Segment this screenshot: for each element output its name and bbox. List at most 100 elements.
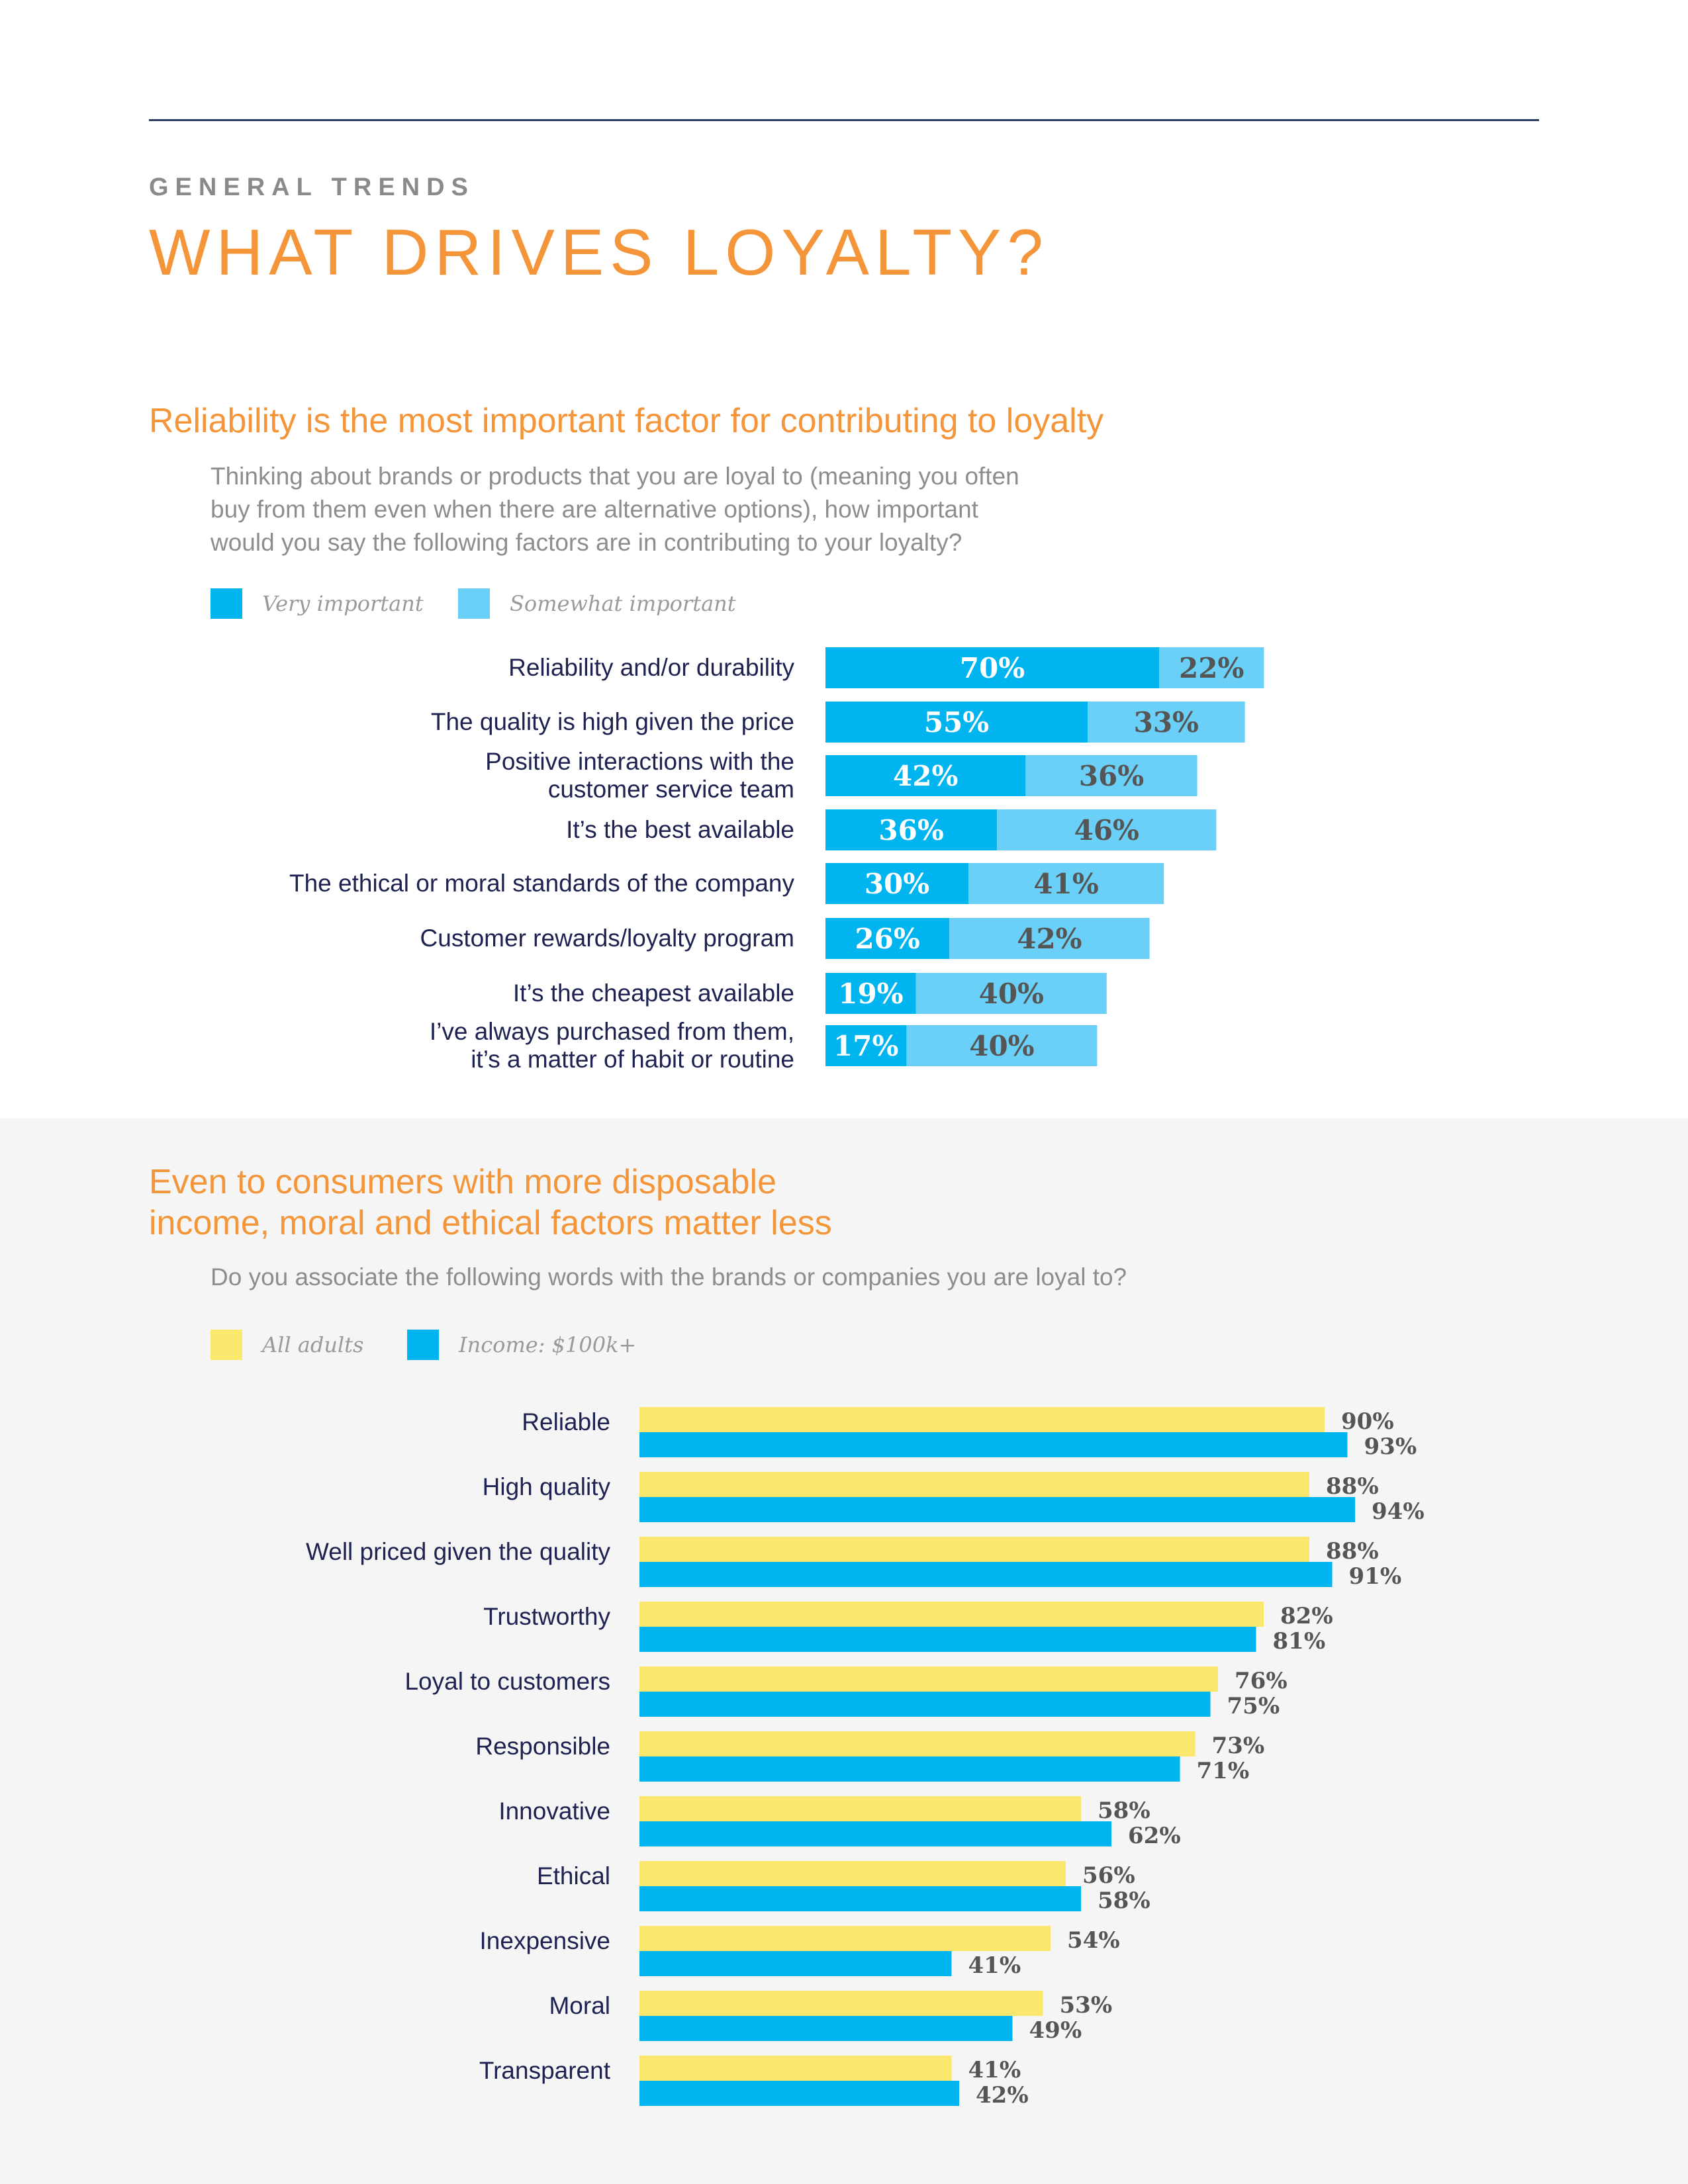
category-label: Moral: [549, 1992, 610, 2019]
category-label-line: The ethical or moral standards of the co…: [289, 870, 794, 897]
category-label-line: I’ve always purchased from them,: [429, 1018, 794, 1045]
category-label: Reliability and/or durability: [508, 654, 794, 682]
data-label-very-important: 55%: [924, 706, 989, 739]
legend-swatch: [407, 1330, 439, 1360]
bar-income-100k: [639, 1951, 952, 1976]
data-label-all-adults: 41%: [968, 2057, 1021, 2083]
bar-income-100k: [639, 1692, 1211, 1717]
legend-label: All adults: [262, 1332, 364, 1357]
legend-label: Income: $100k+: [459, 1332, 637, 1357]
bar-somewhat-important: [1025, 755, 1197, 796]
data-label-income-100k: 42%: [976, 2082, 1029, 2109]
data-label-income-100k: 71%: [1197, 1758, 1250, 1784]
data-label-all-adults: 90%: [1341, 1408, 1394, 1435]
category-label: Reliable: [522, 1408, 610, 1435]
legend-swatch: [458, 588, 490, 619]
bar-somewhat-important: [915, 973, 1107, 1014]
category-label: Customer rewards/loyalty program: [420, 925, 794, 952]
data-label-somewhat-important: 42%: [1017, 923, 1082, 955]
data-label-all-adults: 53%: [1060, 1992, 1113, 2019]
category-label-line: It’s the cheapest available: [512, 979, 794, 1007]
bar-income-100k: [639, 1886, 1081, 1911]
bar-income-100k: [639, 2081, 959, 2106]
bar-very-important: [825, 1025, 907, 1066]
bar-all-adults: [639, 1472, 1309, 1497]
bar-income-100k: [639, 1432, 1348, 1457]
section1-heading: Reliability is the most important factor…: [149, 402, 1104, 440]
bar-income-100k: [639, 1627, 1256, 1652]
bar-income-100k: [639, 1562, 1333, 1587]
legend-label: Somewhat important: [510, 591, 736, 616]
data-label-income-100k: 75%: [1227, 1693, 1280, 1719]
section2-question: Do you associate the following words wit…: [211, 1263, 1127, 1291]
category-label: It’s the best available: [566, 816, 794, 844]
bar-somewhat-important: [997, 809, 1217, 850]
data-label-all-adults: 73%: [1212, 1733, 1265, 1759]
category-label: Ethical: [536, 1862, 610, 1889]
data-label-somewhat-important: 36%: [1079, 760, 1144, 792]
category-label: It’s the cheapest available: [513, 979, 794, 1007]
category-label: High quality: [482, 1473, 610, 1500]
category-label: I’ve always purchased from them, it’s a m…: [430, 1018, 794, 1073]
data-label-very-important: 17%: [833, 1030, 898, 1062]
data-label-income-100k: 58%: [1098, 1888, 1150, 1914]
question-line: would you say the following factors are …: [211, 529, 962, 556]
importance-stacked-bar-chart: 70% 22% 55% 33% 42% 36% 36% 46% 30% 41% 26% 42% 19% 4…: [825, 647, 1264, 1066]
data-label-somewhat-important: 40%: [979, 978, 1044, 1010]
bar-very-important: [825, 647, 1159, 688]
bar-all-adults: [639, 1861, 1066, 1886]
category-label: Well priced given the quality: [305, 1538, 610, 1565]
bar-very-important: [825, 755, 1026, 796]
category-label: Positive interactions with the customer s…: [485, 748, 794, 803]
data-label-all-adults: 82%: [1280, 1603, 1333, 1629]
legend-swatch: [211, 588, 242, 619]
data-label-very-important: 36%: [878, 814, 943, 846]
data-label-somewhat-important: 41%: [1033, 868, 1098, 900]
bar-income-100k: [639, 2016, 1013, 2041]
data-label-somewhat-important: 40%: [969, 1030, 1034, 1062]
category-label: The quality is high given the price: [431, 708, 794, 736]
bar-somewhat-important: [1088, 702, 1245, 743]
question-line: Thinking about brands or products that y…: [211, 463, 1019, 490]
data-label-all-adults: 88%: [1326, 1473, 1379, 1500]
bar-all-adults: [639, 1602, 1264, 1627]
bar-income-100k: [639, 1497, 1355, 1522]
data-label-income-100k: 94%: [1372, 1498, 1425, 1525]
category-label-line: Reliability and/or durability: [508, 654, 794, 681]
bar-all-adults: [639, 2056, 952, 2081]
data-label-income-100k: 81%: [1273, 1628, 1326, 1655]
category-label: Inexpensive: [479, 1927, 610, 1954]
bar-all-adults: [639, 1926, 1051, 1951]
data-label-all-adults: 56%: [1082, 1862, 1135, 1889]
section-eyebrow: GENERAL TRENDS: [149, 173, 475, 201]
data-label-income-100k: 62%: [1128, 1823, 1181, 1849]
data-label-income-100k: 41%: [968, 1952, 1021, 1979]
data-label-very-important: 19%: [838, 978, 903, 1010]
bar-very-important: [825, 973, 916, 1014]
data-label-all-adults: 58%: [1098, 1797, 1150, 1824]
bar-all-adults: [639, 1991, 1043, 2016]
category-label-line: customer service team: [547, 776, 794, 803]
bar-very-important: [825, 863, 968, 904]
category-label-line: It’s the best available: [566, 816, 794, 843]
legend-all-adults: All adults: [211, 1330, 363, 1360]
legend-somewhat-important: Somewhat important: [458, 588, 736, 619]
legend-income-100k: Income: $100k+: [407, 1330, 636, 1360]
bar-income-100k: [639, 1756, 1180, 1782]
data-label-very-important: 70%: [960, 652, 1025, 684]
data-label-all-adults: 54%: [1067, 1927, 1120, 1954]
category-label: Transparent: [479, 2057, 610, 2084]
bar-very-important: [825, 809, 998, 850]
data-label-all-adults: 76%: [1235, 1668, 1288, 1694]
bar-somewhat-important: [1159, 647, 1264, 688]
data-label-very-important: 30%: [865, 868, 929, 900]
data-label-income-100k: 93%: [1364, 1433, 1417, 1460]
data-label-income-100k: 91%: [1349, 1563, 1402, 1590]
section2-heading: Even to consumers with more disposable i…: [149, 1161, 832, 1244]
bar-income-100k: [639, 1821, 1111, 1846]
bar-all-adults: [639, 1537, 1309, 1562]
question-line: buy from them even when there are altern…: [211, 496, 978, 523]
data-label-somewhat-important: 46%: [1074, 814, 1139, 846]
category-label: Innovative: [498, 1797, 610, 1825]
